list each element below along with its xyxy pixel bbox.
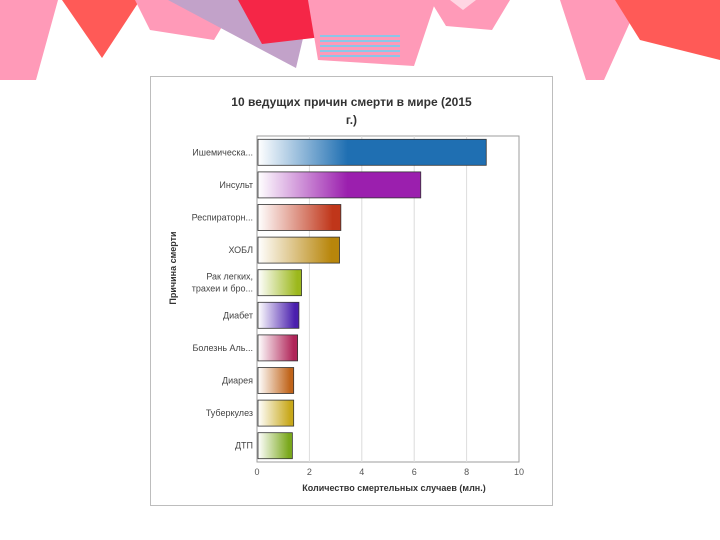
bar <box>257 204 342 231</box>
category-label: ХОБЛ <box>228 245 253 255</box>
y-axis-title: Причина смерти <box>168 231 178 305</box>
x-tick-label: 8 <box>464 467 469 477</box>
bar <box>257 171 422 199</box>
x-tick-label: 10 <box>514 467 524 477</box>
bar <box>257 236 340 264</box>
category-label: Болезнь Аль... <box>192 343 253 353</box>
bar <box>257 399 295 427</box>
decor-shape <box>450 0 476 10</box>
category-label: Респираторн... <box>192 213 253 223</box>
bar <box>257 269 302 297</box>
decor-shape <box>308 0 436 66</box>
category-label: Инсульт <box>219 180 253 190</box>
bar <box>257 367 295 394</box>
x-axis-title: Количество смертельных случаев (млн.) <box>302 483 486 493</box>
bar <box>257 301 300 329</box>
x-tick-label: 2 <box>307 467 312 477</box>
bar <box>257 138 487 166</box>
category-label: Диабет <box>223 310 253 320</box>
slide-decoration <box>0 0 720 80</box>
category-label: Ишемическа... <box>192 147 253 157</box>
bar-chart: 0 2 4 6 8 10 Ишемическа... Инсульт Респираторн..… <box>192 135 524 477</box>
decor-shape <box>430 0 510 30</box>
category-label: Диарея <box>222 376 253 386</box>
chart-frame: 10 ведущих причин смерти в мире (2015 г.… <box>150 76 553 506</box>
decor-shape <box>615 0 720 60</box>
chart-title-continued: г.) <box>345 113 358 127</box>
decor-shape <box>560 0 640 80</box>
category-label: Туберкулез <box>206 408 253 418</box>
chart-title: 10 ведущих причин смерти в мире (2015 <box>231 95 472 109</box>
decor-shape <box>62 0 140 58</box>
category-label: Рак легких, <box>206 272 253 282</box>
category-label: ДТП <box>235 441 253 451</box>
bar <box>257 432 293 460</box>
x-tick-label: 6 <box>412 467 417 477</box>
category-label: трахеи и бро... <box>192 284 253 294</box>
decor-shape <box>0 0 58 80</box>
bar <box>257 334 299 362</box>
x-tick-label: 0 <box>254 467 259 477</box>
x-tick-label: 4 <box>359 467 364 477</box>
